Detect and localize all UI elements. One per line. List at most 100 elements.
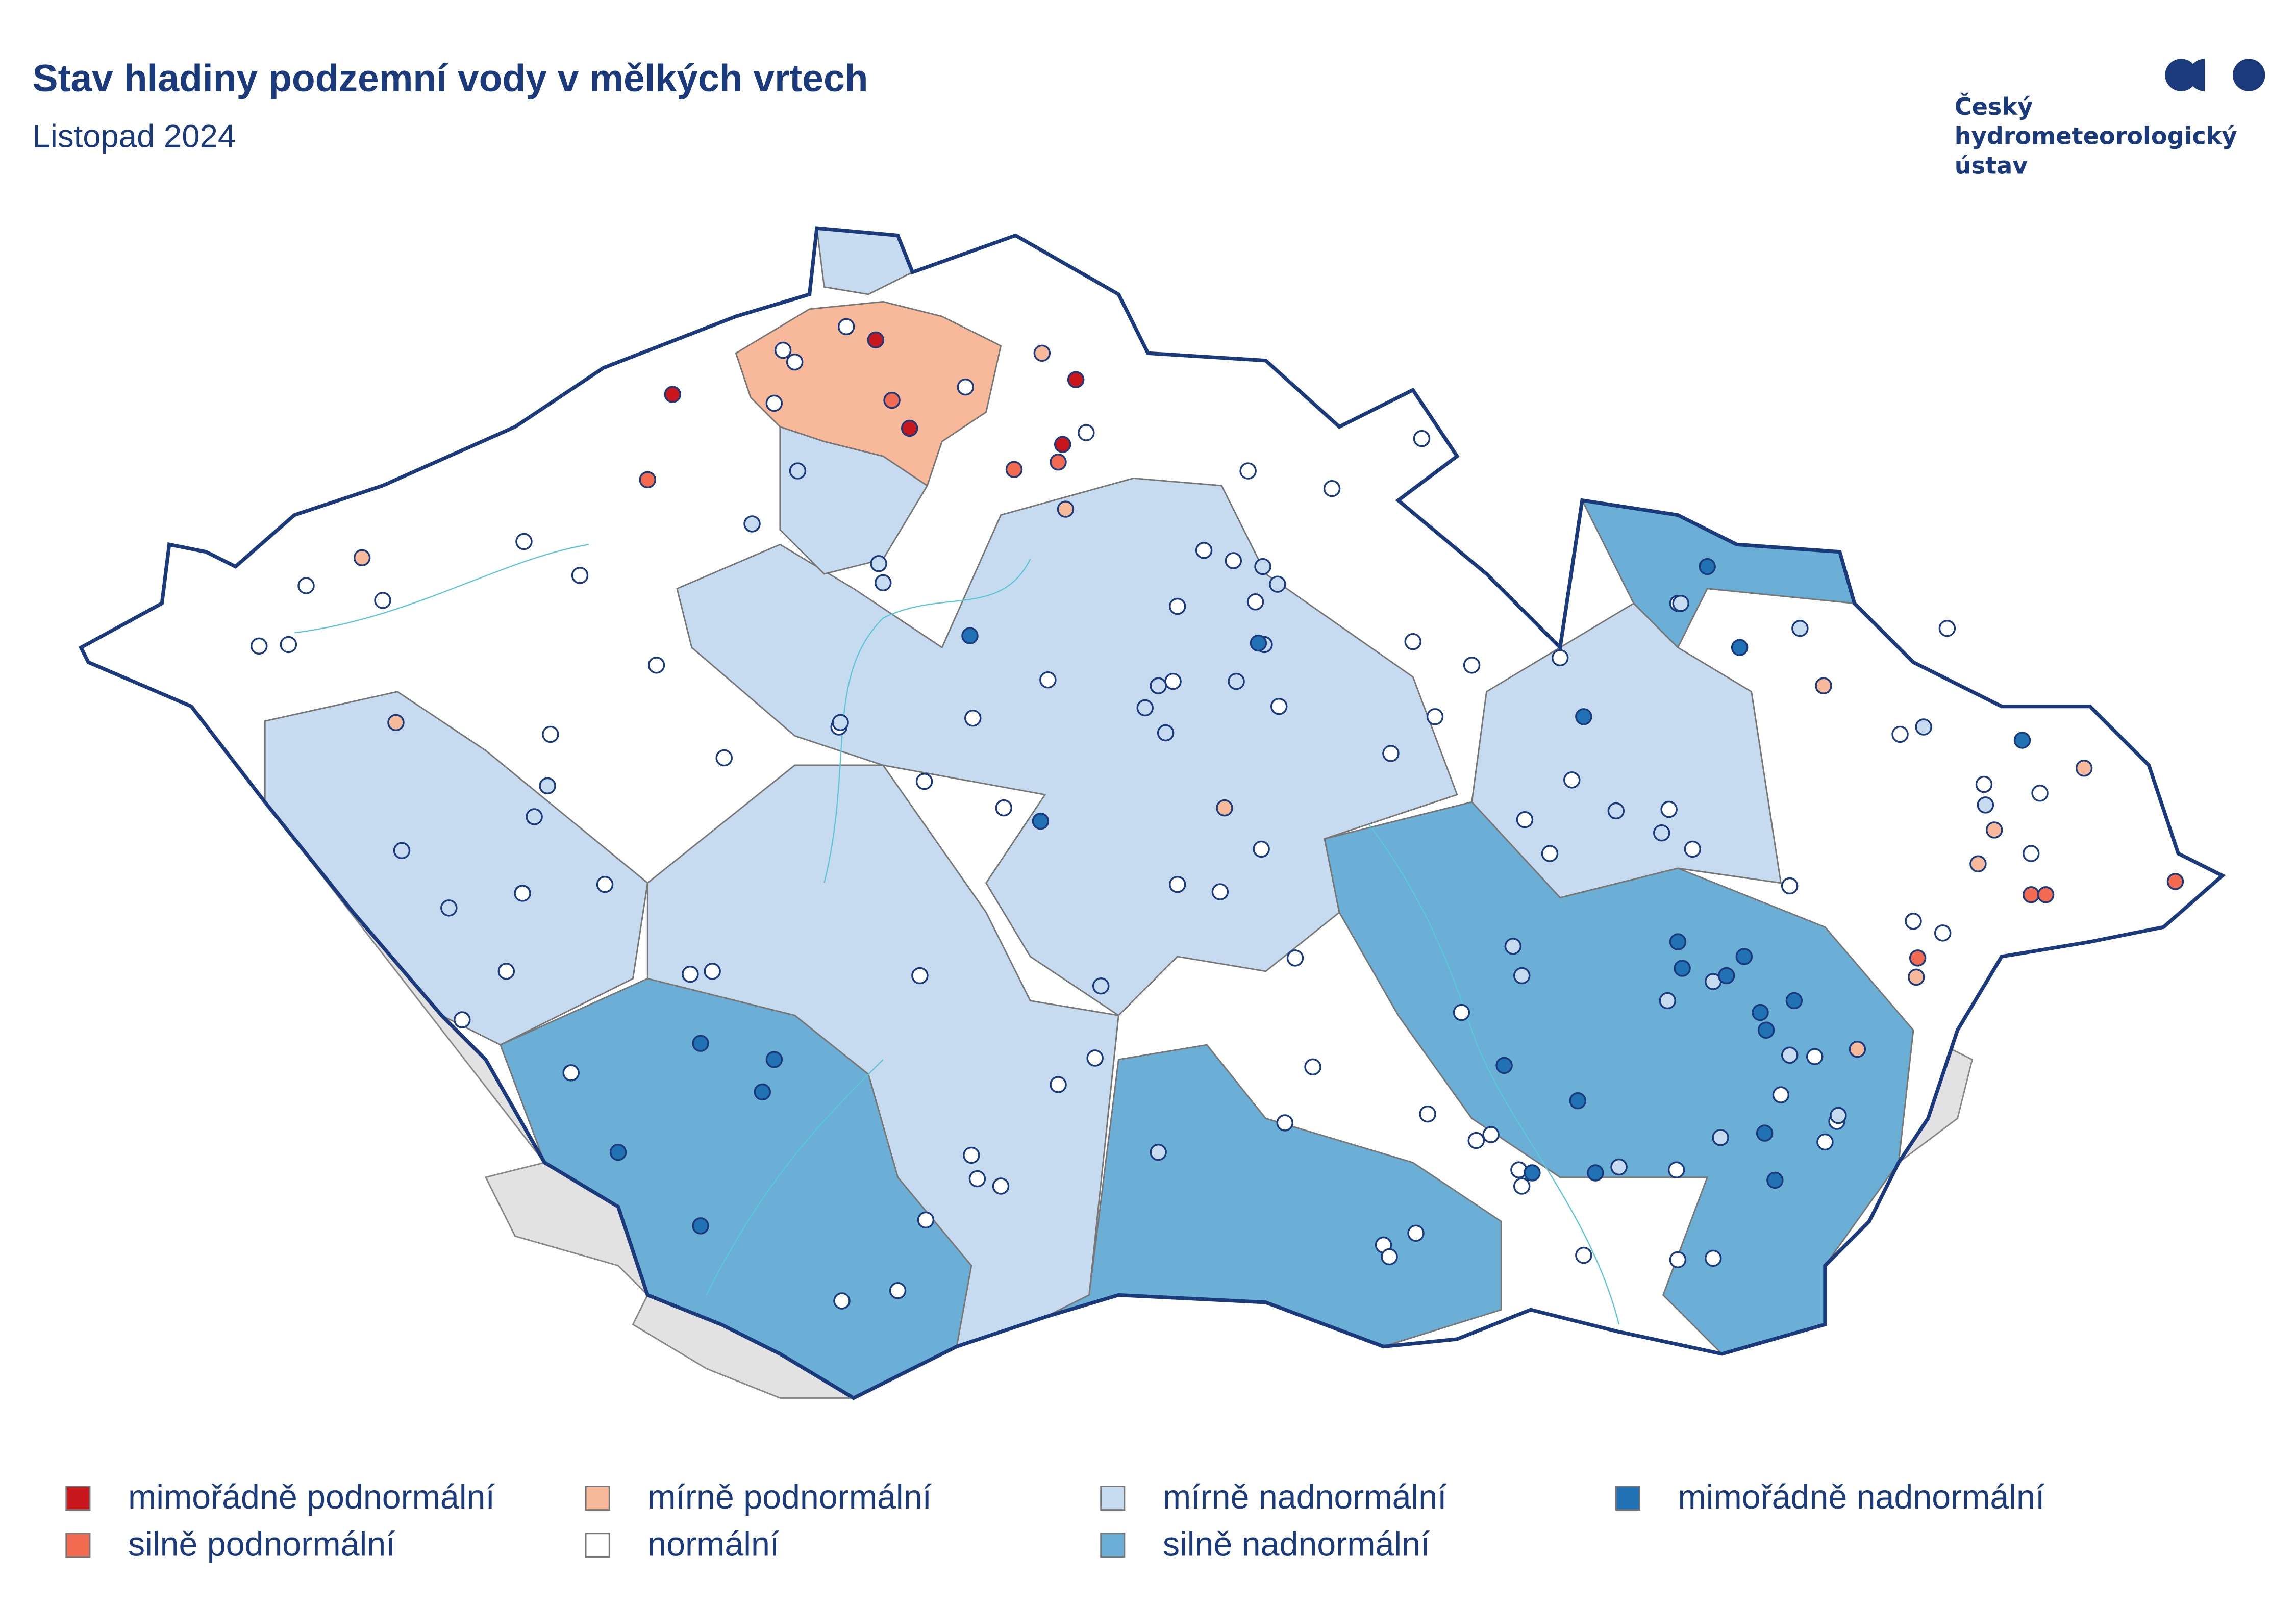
station xyxy=(2031,785,2049,802)
station xyxy=(387,714,405,732)
station xyxy=(526,808,543,825)
logo-text: ústav xyxy=(1955,152,2028,179)
station xyxy=(704,963,721,980)
station xyxy=(692,1035,709,1052)
legend-label: mírně nadnormální xyxy=(1163,1478,1447,1516)
station xyxy=(1211,883,1229,900)
station xyxy=(1195,542,1213,559)
station xyxy=(1569,1092,1587,1110)
station xyxy=(374,592,391,609)
station xyxy=(1032,812,1050,830)
station xyxy=(1704,1249,1722,1267)
station xyxy=(1934,924,1952,942)
legend-label: silně podnormální xyxy=(128,1525,395,1563)
station xyxy=(571,567,589,584)
logo-dot xyxy=(2232,59,2265,91)
station xyxy=(1033,344,1051,362)
legend-swatch xyxy=(585,1533,610,1558)
station xyxy=(1225,552,1242,569)
station xyxy=(1575,708,1592,725)
station xyxy=(1269,575,1286,593)
legend-label: mimořádně nadnormální xyxy=(1678,1478,2044,1516)
station xyxy=(1563,771,1581,789)
station xyxy=(1785,992,1803,1010)
station xyxy=(1731,639,1749,656)
station xyxy=(297,577,315,594)
station xyxy=(514,885,531,902)
station xyxy=(1150,677,1167,694)
station xyxy=(1276,1114,1293,1132)
station xyxy=(1667,1161,1685,1178)
station xyxy=(1426,708,1444,725)
logo-text: Český xyxy=(1955,93,2033,120)
station xyxy=(2166,873,2184,890)
station xyxy=(1587,1164,1604,1182)
station xyxy=(1717,967,1735,985)
station xyxy=(1575,1246,1592,1264)
station xyxy=(1659,992,1677,1010)
station xyxy=(664,386,681,403)
station xyxy=(1791,619,1809,637)
station xyxy=(1513,967,1531,985)
station xyxy=(743,515,761,533)
station xyxy=(280,636,297,654)
river xyxy=(706,1059,884,1295)
station xyxy=(1404,633,1421,650)
station xyxy=(393,842,411,860)
station xyxy=(1607,802,1625,820)
station xyxy=(1766,1171,1784,1189)
legend-swatch xyxy=(65,1486,91,1511)
station xyxy=(1250,634,1267,652)
station xyxy=(883,391,901,409)
station xyxy=(1136,699,1154,717)
river xyxy=(1368,823,1620,1325)
station xyxy=(692,1217,709,1235)
station xyxy=(833,1292,851,1310)
station xyxy=(1977,796,1994,814)
station xyxy=(1463,657,1481,674)
station xyxy=(609,1143,627,1161)
station xyxy=(1453,1003,1470,1021)
station xyxy=(1419,1105,1436,1123)
station xyxy=(1891,725,1909,743)
station xyxy=(1712,1129,1729,1146)
station xyxy=(1915,718,1932,736)
station xyxy=(2023,886,2040,903)
legend-swatch xyxy=(65,1533,91,1558)
station xyxy=(1816,1133,1834,1151)
legend-label: normální xyxy=(647,1525,780,1563)
station xyxy=(1168,597,1186,615)
legend-swatch xyxy=(1615,1486,1640,1511)
logo: Český hydrometeorologický ústav xyxy=(1955,59,2265,179)
station xyxy=(1674,960,1691,977)
station xyxy=(2075,760,2093,777)
legend-swatch xyxy=(585,1486,610,1511)
station xyxy=(963,1146,980,1164)
station xyxy=(968,1170,986,1188)
legend-swatch xyxy=(1100,1486,1126,1511)
station xyxy=(1150,1143,1167,1161)
station xyxy=(596,875,614,893)
station xyxy=(497,963,515,980)
station xyxy=(774,341,792,359)
station xyxy=(1413,430,1431,447)
station xyxy=(1092,977,1110,995)
station xyxy=(1524,1164,1541,1182)
station xyxy=(1270,697,1288,715)
station xyxy=(1078,424,1095,441)
station xyxy=(1216,799,1233,817)
station xyxy=(639,471,656,489)
stations xyxy=(250,318,2184,1310)
legend: mimořádně podnormální silně podnormální mí… xyxy=(65,1478,2045,1563)
station xyxy=(1382,745,1400,762)
station xyxy=(1253,840,1270,858)
station xyxy=(647,657,665,674)
station xyxy=(1735,948,1753,965)
station xyxy=(1610,1158,1628,1176)
station xyxy=(353,549,371,566)
station xyxy=(867,331,885,349)
station xyxy=(1381,1248,1398,1266)
station xyxy=(961,627,979,644)
station xyxy=(1815,677,1832,694)
